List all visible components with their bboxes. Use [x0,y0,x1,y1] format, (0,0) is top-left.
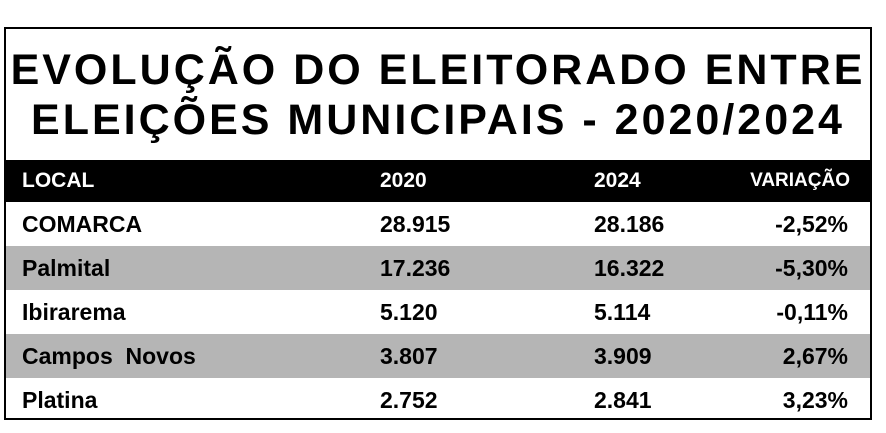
header-2024: 2024 [594,169,641,192]
cell-2024: 5.114 [594,298,651,325]
infographic-frame: EVOLUÇÃO DO ELEITORADO ENTRE ELEIÇÕES MU… [4,27,872,420]
title-line-1: EVOLUÇÃO DO ELEITORADO ENTRE [10,46,866,94]
header-2020: 2020 [380,169,427,192]
table-row: COMARCA 28.915 28.186 -2,52% [6,202,870,246]
cell-2020: 28.915 [380,210,451,237]
cell-2020: 2.752 [380,386,438,413]
cell-variacao: -0,11% [776,298,848,325]
table-row: Palmital 17.236 16.322 -5,30% [6,246,870,290]
cell-local: COMARCA [22,210,143,237]
cell-2024: 3.909 [594,342,652,369]
title-line-2: ELEIÇÕES MUNICIPAIS - 2020/2024 [31,96,845,144]
table-row: Campos Novos 3.807 3.909 2,67% [6,334,870,378]
cell-local: Campos Novos [22,342,196,369]
cell-2020: 3.807 [380,342,438,369]
cell-variacao: 2,67% [782,342,848,369]
table-row: Platina 2.752 2.841 3,23% [6,378,870,422]
header-local: LOCAL [22,169,95,192]
cell-variacao: -5,30% [775,254,848,281]
cell-2024: 16.322 [594,254,665,281]
cell-2024: 2.841 [594,386,652,413]
cell-local: Ibirarema [22,298,126,325]
electorate-table: LOCAL 2020 2024 VARIAÇÃO COMARCA 28.915 … [6,160,870,422]
table-row: Ibirarema 5.120 5.114 -0,11% [6,290,870,334]
table-header-row: LOCAL 2020 2024 VARIAÇÃO [6,160,870,202]
cell-local: Platina [22,386,98,413]
cell-2020: 5.120 [380,298,438,325]
cell-variacao: -2,52% [775,210,848,237]
cell-local: Palmital [22,254,111,281]
page-title: EVOLUÇÃO DO ELEITORADO ENTRE ELEIÇÕES MU… [6,45,870,145]
cell-2020: 17.236 [380,254,451,281]
header-variacao: VARIAÇÃO [750,170,850,191]
cell-variacao: 3,23% [782,386,848,413]
cell-2024: 28.186 [594,210,665,237]
